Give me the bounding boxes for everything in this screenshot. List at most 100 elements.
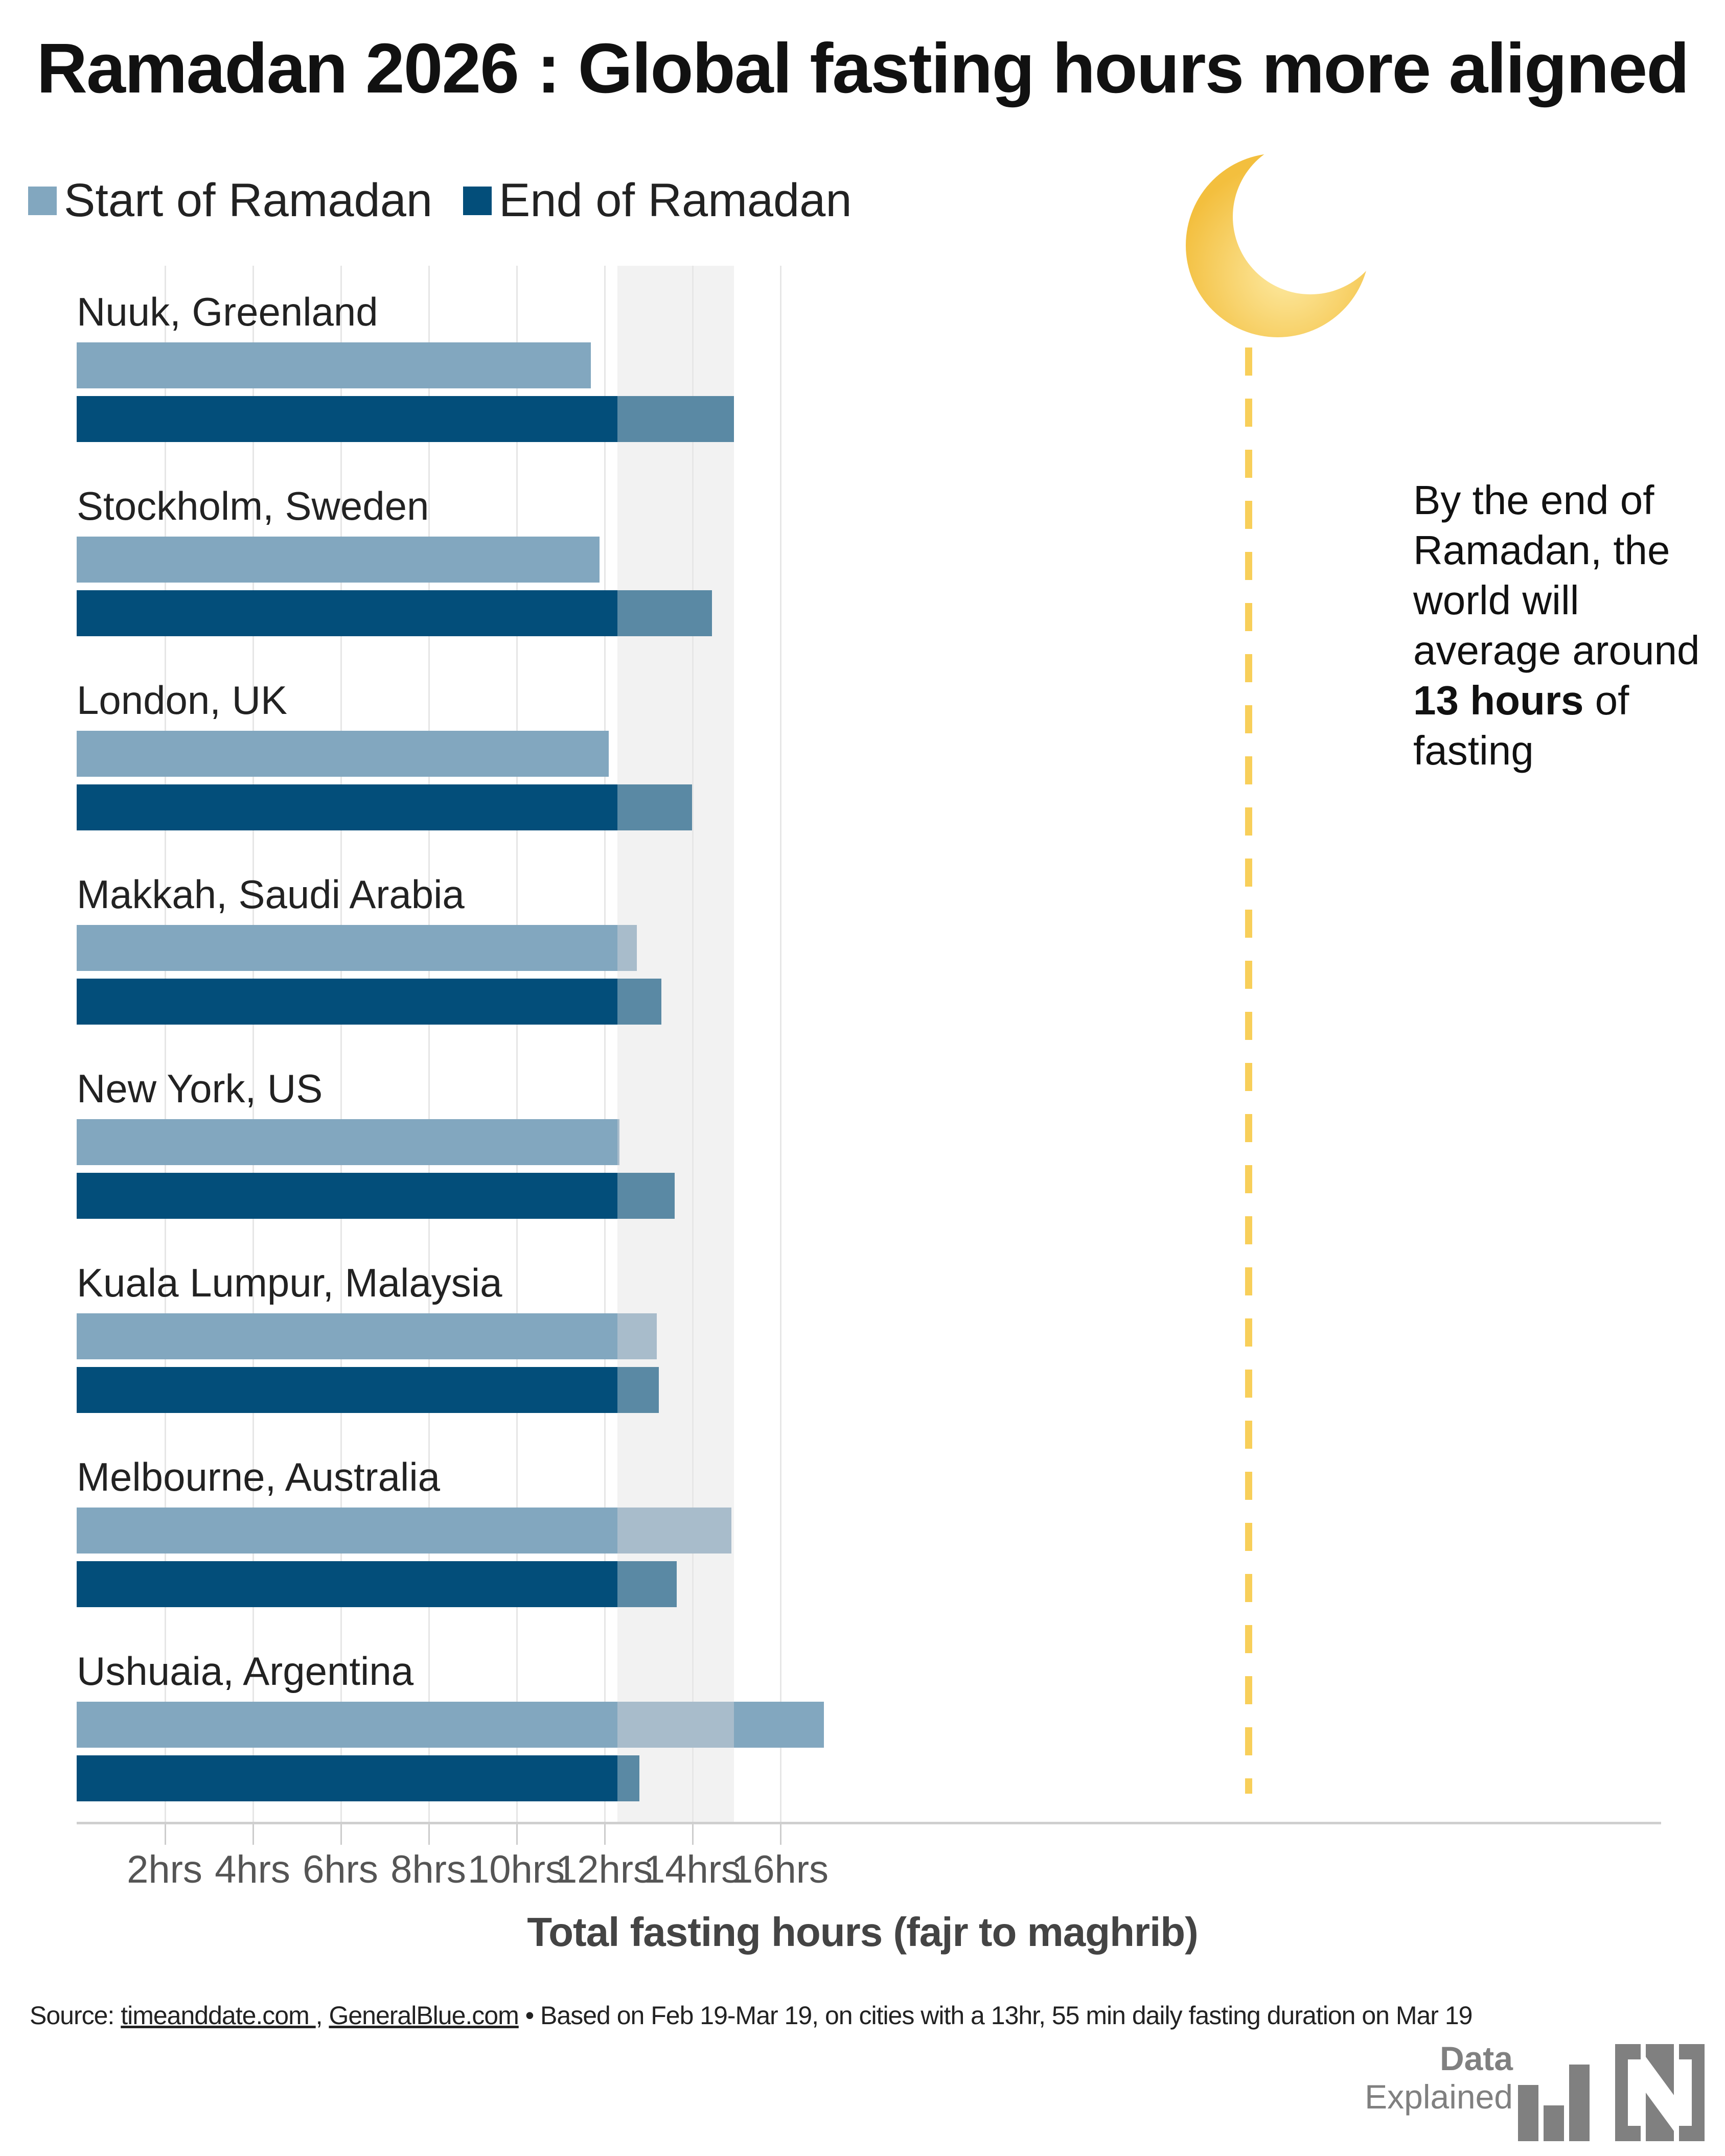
bar-segment-in-band xyxy=(617,590,712,636)
logo-text-data: Data xyxy=(1439,2039,1513,2077)
x-axis-label: Total fasting hours (fajr to maghrib) xyxy=(527,1909,1199,1955)
bar-segment-in-band xyxy=(617,396,734,442)
bar-segment xyxy=(77,342,591,388)
bar-start xyxy=(77,1702,824,1748)
bar-start xyxy=(77,731,609,777)
category-label: Makkah, Saudi Arabia xyxy=(77,872,465,917)
annotation-after-bold: of xyxy=(1583,678,1629,723)
bar-segment xyxy=(77,537,600,583)
bar-start xyxy=(77,342,591,388)
bar-segment-in-band xyxy=(617,1173,675,1219)
source-link-generalblue[interactable]: GeneralBlue.com xyxy=(329,2001,519,2030)
category-label: London, UK xyxy=(77,678,287,723)
bar-segment-in-band xyxy=(617,1367,659,1413)
bar-start xyxy=(77,1119,620,1165)
annotation-bold: 13 hours xyxy=(1413,678,1584,723)
gridline xyxy=(165,266,166,1824)
bar-segment-in-band xyxy=(617,1119,620,1165)
x-tick xyxy=(692,1824,694,1845)
category-label: Melbourne, Australia xyxy=(77,1454,441,1499)
bar-end xyxy=(77,1561,677,1607)
bar-segment xyxy=(77,731,609,777)
x-tick-label: 4hrs xyxy=(215,1848,290,1891)
bar-end xyxy=(77,590,712,636)
x-tick-label: 10hrs xyxy=(467,1848,565,1891)
bar-segment xyxy=(77,979,617,1025)
bar-end xyxy=(77,1367,659,1413)
x-tick xyxy=(516,1824,518,1845)
bar-end xyxy=(77,1173,675,1219)
data-explained-logo: Data Explained xyxy=(1365,2039,1707,2141)
x-tick xyxy=(165,1824,166,1845)
bar-end xyxy=(77,396,734,442)
bar-end xyxy=(77,1755,639,1801)
average-reference-line xyxy=(1245,347,1252,1794)
bar-segment-in-band xyxy=(617,925,637,971)
x-tick-label: 16hrs xyxy=(731,1848,829,1891)
bar-segment xyxy=(77,1561,617,1607)
annotation-line: fasting xyxy=(1413,728,1534,773)
bar-segment-in-band xyxy=(617,1313,657,1359)
bar-segment-in-band xyxy=(617,1561,677,1607)
x-tick-label: 6hrs xyxy=(303,1848,378,1891)
legend-label-end: End of Ramadan xyxy=(499,174,852,226)
annotation-text: By the end of Ramadan, the world will av… xyxy=(1413,475,1720,776)
gridline xyxy=(252,266,254,1824)
legend-item-start: Start of Ramadan xyxy=(28,174,432,227)
bar-segment xyxy=(77,1173,617,1219)
legend-swatch-end xyxy=(463,186,492,215)
x-tick-label: 8hrs xyxy=(390,1848,466,1891)
legend-item-end: End of Ramadan xyxy=(463,174,852,227)
legend-swatch-start xyxy=(28,186,57,215)
legend: Start of Ramadan End of Ramadan xyxy=(28,174,883,227)
bar-segment xyxy=(77,1313,617,1359)
bar-end xyxy=(77,979,661,1025)
bar-segment xyxy=(77,1755,617,1801)
bar-segment xyxy=(77,1367,617,1413)
bar-start xyxy=(77,537,600,583)
source-separator: , xyxy=(315,2001,329,2030)
x-tick xyxy=(252,1824,254,1845)
chart-title: Ramadan 2026 : Global fasting hours more… xyxy=(36,29,1689,108)
x-tick-label: 12hrs xyxy=(555,1848,653,1891)
gridline xyxy=(692,266,694,1824)
bar-end xyxy=(77,784,692,830)
x-tick xyxy=(428,1824,430,1845)
x-tick xyxy=(340,1824,342,1845)
bar-start xyxy=(77,1508,732,1554)
bar-segment-in-band xyxy=(617,1702,734,1748)
legend-label-start: Start of Ramadan xyxy=(64,174,433,226)
annotation-line: Ramadan, the xyxy=(1413,527,1670,573)
bar-segment xyxy=(77,1508,617,1554)
bar-segment xyxy=(77,784,617,830)
bar-segment-in-band xyxy=(617,1755,639,1801)
plot-area: 2hrs 4hrs 6hrs 8hrs 10hrs 12hrs 14hrs 16hrs Nuuk… xyxy=(77,266,1661,1891)
source-note-text: • Based on Feb 19-Mar 19, on cities with… xyxy=(518,2001,1473,2030)
gridline xyxy=(780,266,781,1824)
source-note: Source: timeanddate.com , GeneralBlue.co… xyxy=(30,2001,1473,2030)
bar-segment-in-band xyxy=(617,979,661,1025)
crescent-moon-icon xyxy=(1186,153,1370,337)
category-label: New York, US xyxy=(77,1066,323,1111)
gridline xyxy=(516,266,518,1824)
bar-segment xyxy=(77,590,617,636)
x-tick-label: 2hrs xyxy=(127,1848,202,1891)
category-label: Nuuk, Greenland xyxy=(77,289,378,334)
source-link-timeanddate[interactable]: timeanddate.com xyxy=(121,2001,316,2030)
category-label: Kuala Lumpur, Malaysia xyxy=(77,1260,502,1305)
annotation-line: average around xyxy=(1413,628,1700,673)
bar-segment xyxy=(77,1702,617,1748)
x-tick-label: 14hrs xyxy=(643,1848,741,1891)
bar-start xyxy=(77,1313,657,1359)
category-label: Stockholm, Sweden xyxy=(77,483,429,528)
bar-segment-in-band xyxy=(617,784,692,830)
gridline xyxy=(604,266,606,1824)
annotation-line: 13 hours of xyxy=(1413,676,1720,726)
x-tick xyxy=(604,1824,606,1845)
logo-text-explained: Explained xyxy=(1365,2078,1513,2116)
bar-start xyxy=(77,925,637,971)
bar-segment-in-band xyxy=(617,1508,732,1554)
annotation-line: By the end of xyxy=(1413,477,1654,523)
x-tick xyxy=(780,1824,781,1845)
source-prefix: Source: xyxy=(30,2001,121,2030)
